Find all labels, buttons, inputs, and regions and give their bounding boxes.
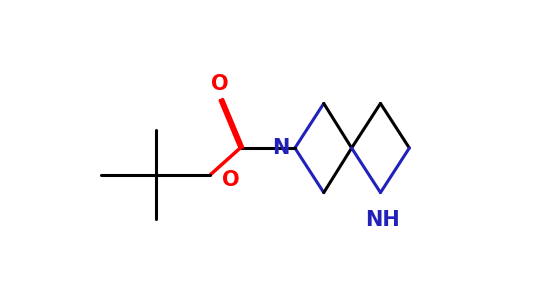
Text: NH: NH [365,210,400,230]
Text: O: O [212,74,229,94]
Text: N: N [273,138,290,158]
Text: O: O [222,170,240,190]
